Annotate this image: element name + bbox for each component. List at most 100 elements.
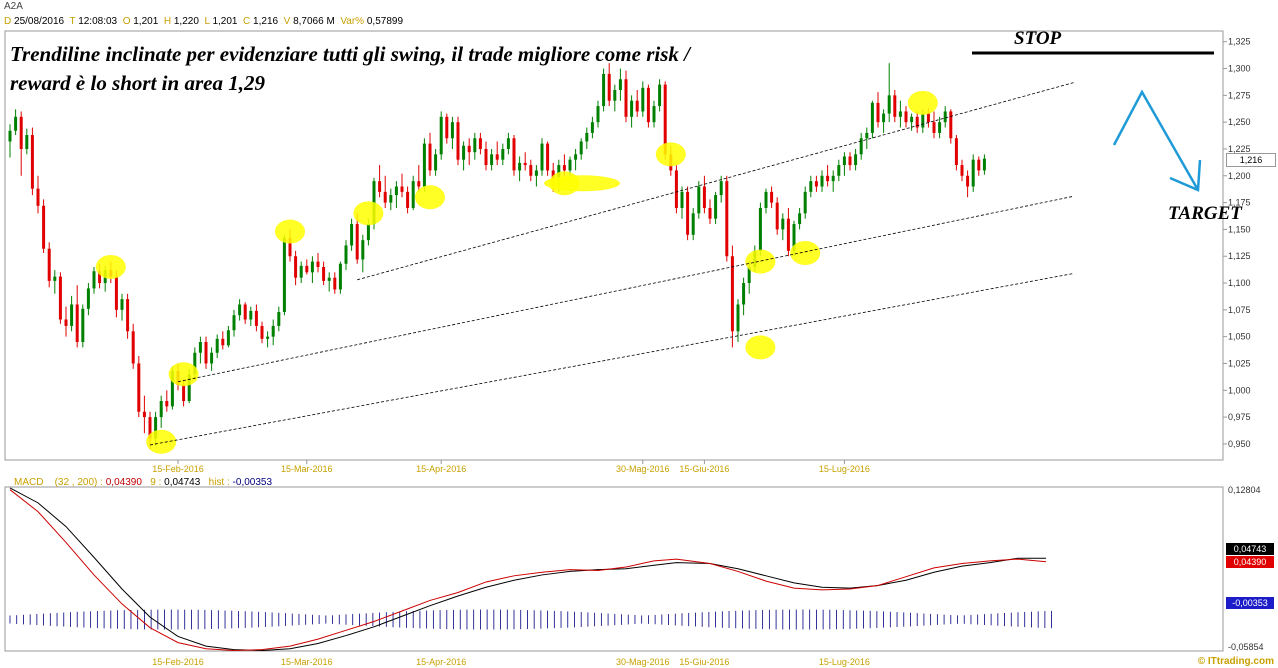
candle-body	[904, 111, 908, 123]
price-y-tick-label: 1,125	[1228, 251, 1251, 261]
candle-body	[450, 122, 454, 139]
swing-highlight	[790, 241, 821, 266]
price-y-tick-label: 1,250	[1228, 117, 1251, 127]
signal-sep: :	[158, 477, 162, 488]
swing-highlight	[415, 185, 445, 210]
macd-x-tick-label: 30-Mag-2016	[616, 657, 670, 667]
candle-body	[182, 384, 186, 402]
price-y-tick-label: 0,950	[1228, 439, 1251, 449]
candle-body	[467, 145, 471, 153]
candle-body	[137, 363, 141, 412]
candle-body	[826, 175, 830, 182]
macd-value: 0,04390	[105, 477, 142, 488]
candle-body	[193, 352, 197, 375]
candle-body	[366, 224, 370, 241]
candle-body	[635, 100, 639, 112]
candle-body	[422, 143, 426, 187]
candle-body	[674, 170, 678, 208]
macd-x-tick-label: 15-Mar-2016	[281, 657, 333, 667]
candle-body	[322, 266, 326, 281]
candle-body	[131, 331, 135, 364]
candle-body	[338, 263, 342, 290]
candle-body	[915, 116, 919, 128]
price-y-tick-label: 1,000	[1228, 385, 1251, 395]
candle-body	[254, 310, 258, 326]
candle-body	[579, 141, 583, 155]
candle-body	[148, 417, 152, 439]
var-key: Var%	[340, 16, 365, 27]
candle-body	[742, 283, 746, 305]
candle-body	[238, 304, 242, 316]
candle-body	[680, 191, 684, 208]
macd-sep: :	[100, 477, 103, 488]
candle-body	[714, 195, 718, 219]
candle-body	[30, 135, 34, 189]
price-y-tick-label: 1,200	[1228, 171, 1251, 181]
candle-body	[271, 325, 275, 337]
candle-body	[198, 342, 202, 353]
trendline	[149, 272, 1075, 446]
candle-body	[954, 138, 958, 166]
candle-body	[624, 79, 628, 117]
candle-body	[652, 106, 656, 123]
candle-body	[602, 73, 606, 107]
target-label: TARGET	[1168, 203, 1242, 224]
candle-body	[736, 304, 740, 332]
candle-body	[47, 248, 51, 281]
x-tick-label: 30-Mag-2016	[616, 464, 670, 474]
swing-highlight	[745, 335, 776, 360]
volume-key: V	[283, 16, 291, 27]
candle-body	[758, 207, 762, 251]
candle-body	[882, 113, 886, 123]
price-y-tick-label: 1,225	[1228, 144, 1251, 154]
candle-body	[529, 165, 533, 176]
date-value: 25/08/2016	[14, 16, 65, 27]
candle-body	[389, 195, 393, 203]
candle-body	[876, 102, 880, 123]
projection-arrow	[1112, 89, 1200, 191]
candle-body	[562, 165, 566, 171]
swing-highlight	[95, 254, 126, 279]
signal-value: 0,04743	[164, 477, 201, 488]
candle-body	[305, 265, 309, 273]
candle-body	[820, 175, 824, 187]
candle-body	[719, 181, 723, 196]
candle-body	[523, 162, 527, 166]
candle-body	[842, 156, 846, 166]
open-key: O	[122, 16, 131, 27]
candle-body	[658, 84, 662, 107]
candle-body	[294, 256, 298, 278]
candle-body	[249, 310, 253, 320]
macd-params: (32 , 200)	[54, 477, 98, 488]
candle-body	[243, 304, 247, 320]
candle-body	[8, 130, 12, 142]
swing-highlight	[146, 429, 177, 454]
candle-body	[792, 224, 796, 251]
candle-body	[938, 122, 942, 133]
candle-body	[344, 245, 348, 264]
candle-body	[943, 111, 947, 123]
candle-body	[378, 181, 382, 192]
candle-body	[770, 191, 774, 203]
candle-body	[848, 156, 852, 166]
watermark: © ITtrading.com	[1197, 656, 1274, 667]
candle-body	[546, 143, 550, 171]
candle-body	[445, 116, 449, 139]
candle-body	[383, 191, 387, 203]
high-key: H	[163, 16, 172, 27]
last-price-label: 1,216	[1226, 153, 1276, 167]
candle-body	[786, 218, 790, 251]
time-value: 12:08:03	[78, 16, 118, 27]
candle-body	[691, 213, 695, 235]
candle-body	[406, 191, 410, 208]
macd-hist-last: -0,00353	[1226, 597, 1274, 609]
candle-body	[534, 170, 538, 176]
candle-body	[540, 143, 544, 171]
candle-body	[36, 188, 40, 206]
candle-body	[837, 165, 841, 176]
macd-name: MACD	[14, 477, 44, 488]
macd-y-tick-label: 0,12804	[1228, 485, 1261, 495]
candle-body	[53, 276, 57, 281]
candle-body	[170, 370, 174, 407]
candle-body	[86, 288, 90, 309]
